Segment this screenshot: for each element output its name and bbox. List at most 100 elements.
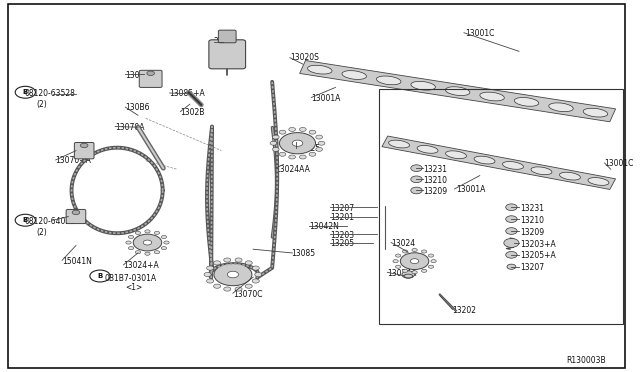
Text: B: B [97,273,102,279]
Text: 13085: 13085 [291,249,316,258]
Text: 13001C: 13001C [465,29,495,38]
Ellipse shape [318,141,325,145]
Circle shape [133,234,162,251]
Ellipse shape [129,235,134,238]
Ellipse shape [145,230,150,233]
Ellipse shape [255,272,262,277]
Circle shape [411,165,422,171]
Ellipse shape [161,247,166,250]
Text: (2): (2) [36,100,47,109]
Ellipse shape [135,251,141,254]
Ellipse shape [129,247,134,250]
Ellipse shape [502,161,524,169]
Text: 13024AA: 13024AA [275,165,310,174]
Ellipse shape [421,250,427,253]
Ellipse shape [411,81,435,90]
Ellipse shape [588,177,609,185]
Circle shape [504,238,519,247]
Circle shape [506,251,517,258]
Text: 13210: 13210 [520,216,544,225]
Text: 13070C: 13070C [233,290,262,299]
Text: 08120-64028: 08120-64028 [24,217,75,226]
Ellipse shape [224,287,231,291]
Ellipse shape [515,97,539,106]
Circle shape [72,210,80,215]
Circle shape [401,253,429,269]
Ellipse shape [412,248,417,251]
FancyBboxPatch shape [140,70,162,87]
Text: 13209: 13209 [423,187,447,196]
Text: 13020S: 13020S [290,53,319,62]
Ellipse shape [270,141,276,145]
Circle shape [506,228,517,234]
Circle shape [402,271,415,278]
Ellipse shape [207,266,214,270]
Text: 13070A: 13070A [115,123,145,132]
Ellipse shape [145,252,150,255]
Ellipse shape [308,65,332,74]
Ellipse shape [154,231,159,234]
Ellipse shape [135,231,141,234]
Text: B: B [22,89,28,95]
Ellipse shape [404,274,413,278]
Circle shape [506,204,517,211]
FancyBboxPatch shape [66,209,86,224]
Circle shape [410,259,419,264]
Circle shape [292,140,303,146]
Ellipse shape [445,87,470,96]
Text: 13085+A: 13085+A [170,89,205,98]
Ellipse shape [445,151,467,158]
Ellipse shape [164,241,169,244]
Text: <1>: <1> [125,283,143,292]
Text: 13209: 13209 [520,228,545,237]
FancyBboxPatch shape [74,142,94,159]
Ellipse shape [235,287,242,291]
Circle shape [506,216,517,222]
Text: 13203: 13203 [330,231,355,240]
Ellipse shape [403,250,408,253]
Text: B: B [22,217,28,223]
Text: 13024A: 13024A [387,269,417,278]
Circle shape [411,176,422,183]
Ellipse shape [396,254,401,257]
Ellipse shape [548,103,573,112]
Ellipse shape [474,156,495,164]
Text: (2): (2) [36,228,47,237]
Text: 13025: 13025 [296,144,321,153]
Text: R130003B: R130003B [566,356,606,365]
Text: 13024: 13024 [391,239,415,248]
Text: 15041N: 15041N [62,257,92,266]
Ellipse shape [245,261,252,265]
Bar [378,89,623,324]
Circle shape [214,263,252,286]
Text: 13042N: 13042N [309,222,339,231]
FancyBboxPatch shape [218,30,236,43]
Ellipse shape [428,254,434,257]
Ellipse shape [245,284,252,288]
Text: 13070: 13070 [125,71,150,80]
Ellipse shape [342,71,367,79]
Ellipse shape [204,272,211,277]
Ellipse shape [309,130,316,134]
Text: 23796: 23796 [214,37,238,46]
Ellipse shape [214,261,221,265]
Ellipse shape [393,260,398,263]
Ellipse shape [279,152,286,156]
Text: 13201: 13201 [330,213,355,222]
Text: 1302B: 1302B [180,108,205,117]
Text: 13207: 13207 [520,263,545,272]
Ellipse shape [224,258,231,262]
Text: 13203+A: 13203+A [520,240,556,248]
Ellipse shape [252,266,259,270]
Circle shape [227,271,239,278]
Ellipse shape [583,108,608,117]
Text: 13024+A: 13024+A [124,262,159,270]
Ellipse shape [252,279,259,283]
Ellipse shape [235,258,242,262]
Text: 0B1B7-0301A: 0B1B7-0301A [104,274,157,283]
Circle shape [143,240,152,245]
Text: 13205+A: 13205+A [520,251,556,260]
Ellipse shape [417,145,438,153]
Text: 13001C: 13001C [604,159,634,168]
Text: 13231: 13231 [520,204,544,213]
